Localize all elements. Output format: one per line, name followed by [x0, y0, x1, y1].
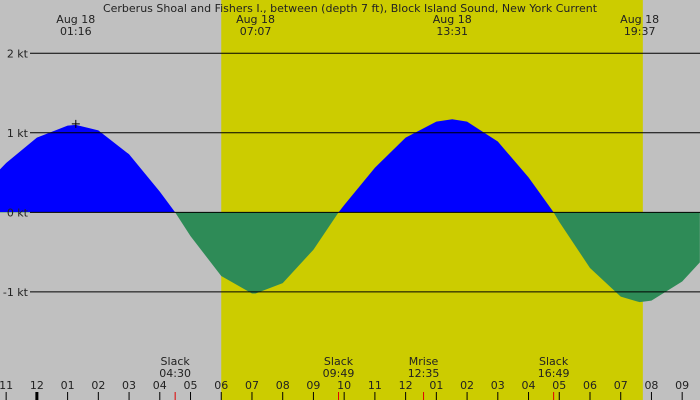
x-tick-label: 07 — [245, 379, 259, 392]
event-name: Slack — [161, 355, 191, 368]
chart-title: Cerberus Shoal and Fishers I., between (… — [103, 2, 598, 15]
event-time: 04:30 — [159, 367, 191, 380]
x-tick-label: 04 — [153, 379, 167, 392]
x-tick-label: 12 — [399, 379, 413, 392]
x-tick-label: 12 — [30, 379, 44, 392]
event-time: 09:49 — [323, 367, 355, 380]
x-tick-label: 09 — [306, 379, 320, 392]
y-tick-label: 2 kt — [7, 47, 29, 60]
y-tick-label: -1 kt — [3, 286, 29, 299]
event-name: Slack — [539, 355, 569, 368]
y-tick-label: 0 kt — [7, 206, 29, 219]
x-tick-label: 11 — [0, 379, 13, 392]
x-tick-label: 03 — [491, 379, 505, 392]
event-name: Slack — [324, 355, 354, 368]
x-tick-label: 02 — [460, 379, 474, 392]
top-time: 01:16 — [60, 25, 92, 38]
x-tick-label: 06 — [583, 379, 597, 392]
x-tick-label: 06 — [214, 379, 228, 392]
x-tick-label: 03 — [122, 379, 136, 392]
x-tick-label: 01 — [61, 379, 75, 392]
flood-area — [0, 119, 554, 212]
top-date: Aug 18 — [236, 13, 275, 26]
ebb-area — [0, 212, 700, 303]
x-tick-label: 01 — [429, 379, 443, 392]
top-date: Aug 18 — [433, 13, 472, 26]
x-tick-label: 08 — [644, 379, 658, 392]
x-tick-label: 08 — [276, 379, 290, 392]
x-tick-label: 07 — [614, 379, 628, 392]
event-name: Mrise — [409, 355, 439, 368]
x-tick-label: 09 — [675, 379, 689, 392]
x-tick-label: 05 — [184, 379, 198, 392]
y-tick-label: 1 kt — [7, 127, 29, 140]
x-tick-label: 05 — [552, 379, 566, 392]
top-time: 19:37 — [624, 25, 656, 38]
event-time: 16:49 — [538, 367, 570, 380]
x-tick-label: 10 — [337, 379, 351, 392]
top-time: 07:07 — [240, 25, 272, 38]
top-date: Aug 18 — [620, 13, 659, 26]
x-tick-label: 04 — [522, 379, 536, 392]
top-time: 13:31 — [436, 25, 468, 38]
event-time: 12:35 — [408, 367, 440, 380]
x-tick-label: 02 — [91, 379, 105, 392]
x-tick-label: 11 — [368, 379, 382, 392]
peak-marker — [71, 119, 80, 128]
top-date: Aug 18 — [56, 13, 95, 26]
